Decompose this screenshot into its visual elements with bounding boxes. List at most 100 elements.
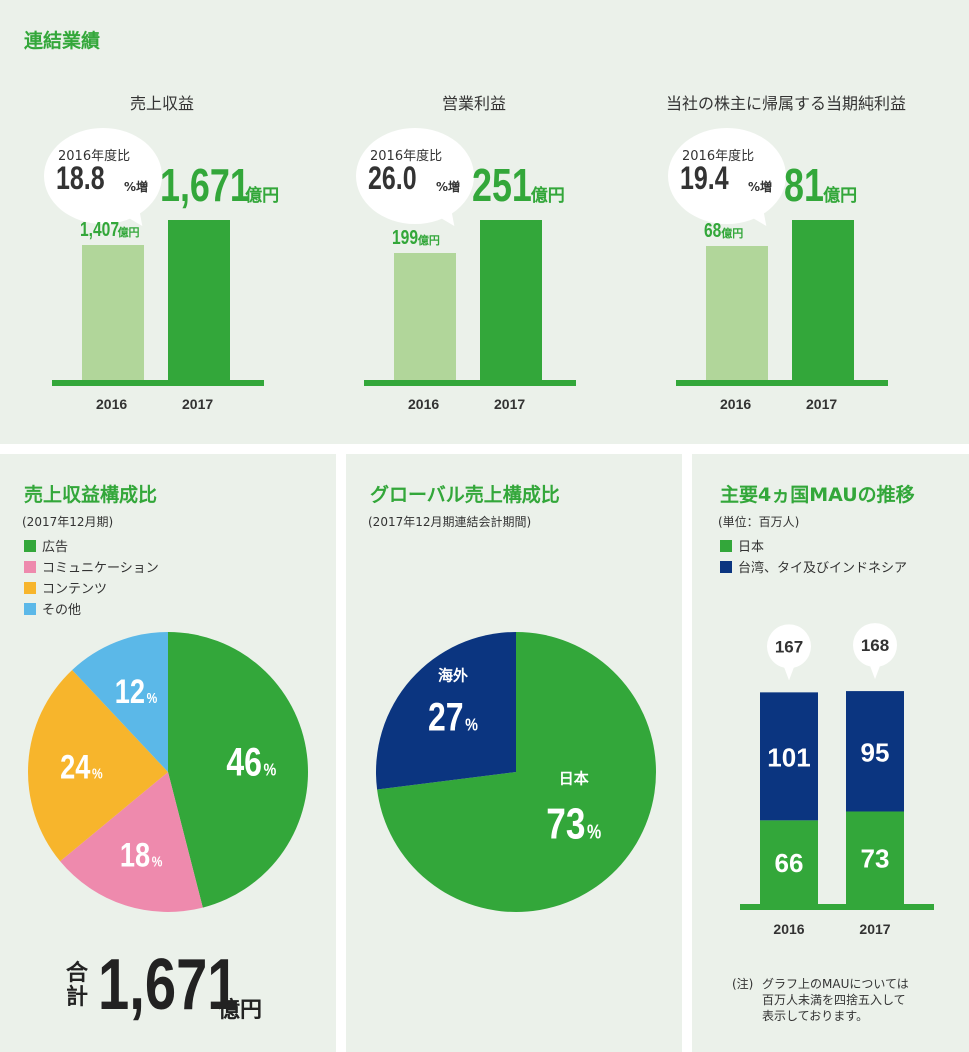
revenue-label-2016: 1,407億円 [80,219,140,242]
legend-item-contents: コンテンツ [24,578,107,597]
legend-swatch-overseas [720,560,732,573]
note-line-1: グラフ上のMAUについては [762,977,909,991]
value-label-2017: 1,671 [160,159,250,211]
legend-swatch-japan [720,539,732,552]
unit-2017: 億円 [823,186,858,206]
unit-2016: 億円 [117,226,140,240]
legend-swatch-contents [24,581,36,594]
overseas-slice [376,632,516,790]
mau-total-2016: 167 [775,637,803,656]
operating-profit-growth-unit: %増 [436,180,461,194]
note-prefix: (注) [732,977,754,991]
growth-value-text: 18.8 [56,160,105,196]
mau-note: (注) グラフ上のMAUについては 百万人未満を四捨五入して 表示しております。 [732,976,909,1024]
pct-unit: % [92,765,103,782]
contents-slice [27,669,168,862]
growth-value-text: 19.4 [680,160,729,196]
net-income-title: 当社の株主に帰属する当期純利益 [665,94,906,113]
mau-title: 主要4ヵ国MAUの推移 [720,484,915,506]
revenue-growth-bubble [44,128,162,232]
unit-2016: 億円 [417,234,440,248]
others-slice [72,632,168,772]
net-income-growth-bubble [668,128,786,232]
total-label-1: 合 [66,961,89,986]
legend-item-overseas: 台湾、タイ及びインドネシア [720,557,907,576]
net-income-label-2016: 68億円 [704,220,743,243]
mau-subtitle: (単位：百万人) [718,515,800,529]
mau-bar-overseas-2016 [760,692,818,821]
net-income-baseline [676,380,888,386]
operating-profit-bar-2016 [394,253,456,380]
net-income-year-2017: 2017 [806,396,838,412]
page-title: 連結業績 [24,30,101,52]
mau-total-bubble-tail-2016 [783,664,795,681]
ads-slice [168,632,308,908]
mau-total-bubble-tail-2017 [869,663,881,680]
legend-label-contents: コンテンツ [42,582,108,597]
mau-value-overseas-2016: 101 [767,742,810,772]
revenue-baseline [52,380,264,386]
value-label-2016: 199 [392,227,419,250]
operating-profit-year-2016: 2016 [408,396,440,412]
mau-total-bubble-2017 [853,623,897,668]
mau-value-japan-2016: 66 [775,848,804,878]
unit-2016: 億円 [721,226,744,240]
legend-label-ads: 広告 [42,540,69,555]
operating-profit-baseline [364,380,576,386]
net-income-year-2016: 2016 [720,396,752,412]
global-revenue-subtitle: (2017年12月期連結会計期間) [368,515,532,529]
communication-slice [60,772,203,912]
operating-profit-growth-value: 26.0 [368,160,430,197]
value-label-2016: 68 [704,219,722,242]
revenue-year-2017: 2017 [182,396,214,412]
mau-baseline [740,904,934,910]
mau-bar-japan-2017 [846,811,904,904]
net-income-label-2017: 81億円 [784,158,857,212]
legend-label-others: その他 [42,603,82,618]
mau-year-2017: 2017 [859,921,890,937]
legend-item-ads: 広告 [24,536,68,555]
pct-unit: % [147,690,158,707]
value-label-2017: 81 [784,159,824,211]
legend-label-overseas: 台湾、タイ及びインドネシア [738,561,908,576]
legend-swatch-others [24,602,36,615]
growth-value-text: 26.0 [368,160,417,196]
total-value: 1,671 [98,945,239,1025]
total-label-2: 計 [66,985,89,1010]
revenue-year-2016: 2016 [96,396,128,412]
revenue-growth-unit: %増 [124,180,149,194]
mau-panel [692,454,969,1052]
net-income-growth-label: 2016年度比 [682,149,755,164]
value-label-2017: 251 [472,159,532,211]
mau-bar-japan-2016 [760,820,818,904]
pct-unit: % [152,853,163,870]
legend-item-others: その他 [24,599,81,618]
pct-unit: % [465,715,478,735]
net-income-growth-unit: %増 [748,180,773,194]
total-label: 合 計 [66,962,90,1010]
operating-profit-label-2017: 251億円 [472,158,565,212]
net-income-bar-2016 [706,245,768,380]
net-income-bar-2017 [792,220,854,380]
legend-item-japan: 日本 [720,536,764,555]
note-line-3: 表示しております。 [762,1009,869,1023]
revenue-title: 売上収益 [129,94,194,113]
unit-2017: 億円 [530,186,565,206]
legend-label-communication: コミュニケーション [42,561,159,576]
note-line-2: 百万人未満を四捨五入して [762,993,906,1007]
revenue-bar-2016 [82,245,144,380]
legend-swatch-ads [24,539,36,552]
legend-item-communication: コミュニケーション [24,557,159,576]
japan-category-label: 日本 [559,769,589,787]
revenue-growth-label: 2016年度比 [58,149,131,164]
net-income-growth-value: 19.4 [680,160,742,197]
operating-profit-label-2016: 199億円 [392,227,440,250]
revenue-growth-value: 18.8 [56,160,118,197]
revenue-bar-2017 [168,220,230,380]
pct-unit: % [264,760,277,780]
mau-year-2016: 2016 [773,921,804,937]
japan-slice [377,632,656,912]
mau-value-overseas-2017: 95 [861,737,890,767]
legend-swatch-communication [24,560,36,573]
